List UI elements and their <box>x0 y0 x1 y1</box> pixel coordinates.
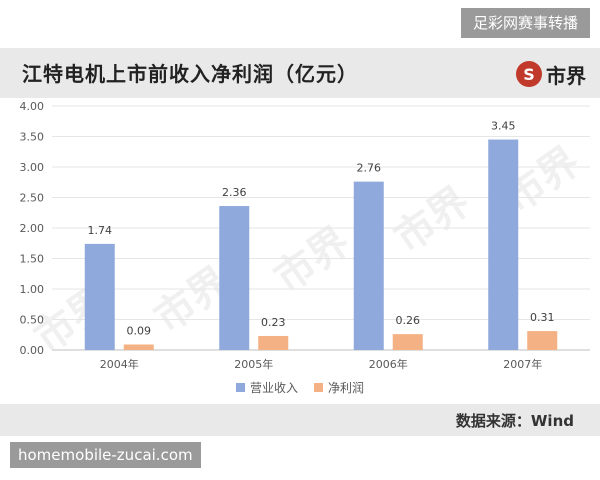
bar <box>123 344 154 350</box>
y-tick-label: 2.00 <box>20 222 45 235</box>
top-bar: 足彩网赛事转播 <box>0 0 600 44</box>
chart-area: 市界 市界 市界 市界 市界 0.00 0.50 1.00 1.50 2.00 2.50 3… <box>0 98 600 406</box>
y-tick-label: 1.50 <box>20 253 45 266</box>
y-tick-label: 1.00 <box>20 283 45 296</box>
legend-swatch <box>236 383 245 392</box>
logo-text: 市界 <box>546 63 586 88</box>
source-text: 数据来源：Wind <box>455 412 574 430</box>
x-tick-label: 2007年 <box>503 357 542 371</box>
brand-logo: S 市界 <box>516 60 586 88</box>
site-tag[interactable]: 足彩网赛事转播 <box>460 8 590 38</box>
data-label: 2.76 <box>357 162 382 175</box>
y-tick-label: 0.00 <box>20 344 45 357</box>
bar <box>527 331 558 350</box>
y-tick-label: 2.50 <box>20 192 45 205</box>
data-label: 1.74 <box>88 224 113 237</box>
bar <box>353 181 384 350</box>
bar <box>219 206 250 350</box>
y-tick-label: 0.50 <box>20 314 45 327</box>
logo-icon: S <box>516 61 542 87</box>
x-tick-label: 2006年 <box>369 357 408 371</box>
bar <box>392 334 423 350</box>
legend-swatch <box>314 383 323 392</box>
data-label: 0.26 <box>396 314 421 327</box>
x-tick-label: 2004年 <box>100 357 139 371</box>
data-label: 2.36 <box>222 186 247 199</box>
data-label: 3.45 <box>491 120 516 133</box>
data-label: 0.31 <box>530 311 555 324</box>
y-tick-label: 4.00 <box>20 100 45 113</box>
y-tick-label: 3.00 <box>20 161 45 174</box>
bar <box>258 335 289 350</box>
data-label: 0.23 <box>261 316 286 329</box>
y-tick-label: 3.50 <box>20 131 45 144</box>
bar <box>488 139 519 350</box>
bar <box>84 243 115 350</box>
data-label: 0.09 <box>127 325 152 338</box>
chart-header: 江特电机上市前收入净利润（亿元） S 市界 <box>0 48 600 98</box>
bar-chart: 0.00 0.50 1.00 1.50 2.00 2.50 3.00 3.50 4.00 1.74… <box>20 100 590 395</box>
site-url[interactable]: homemobile-zucai.com <box>10 442 201 468</box>
legend-label: 净利润 <box>328 381 364 395</box>
chart-title: 江特电机上市前收入净利润（亿元） <box>22 62 358 86</box>
x-tick-label: 2005年 <box>234 357 273 371</box>
legend-label: 营业收入 <box>250 381 298 395</box>
source-bar: 数据来源：Wind <box>0 404 600 436</box>
